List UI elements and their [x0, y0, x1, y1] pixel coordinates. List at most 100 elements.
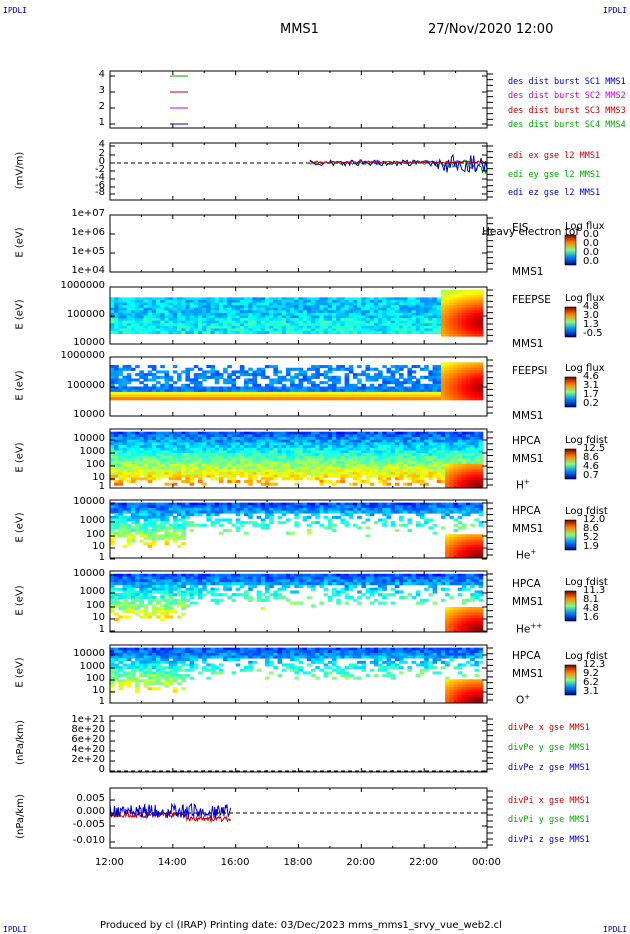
hpca_hepp-cell [118, 582, 123, 586]
feeps_i-cell [411, 365, 417, 369]
hpca_h-cell [181, 450, 186, 454]
hpca_he-cell [181, 518, 186, 522]
feeps_e-cell [474, 292, 480, 296]
feeps_e-cell [181, 299, 186, 303]
feeps_e-cell [256, 310, 262, 314]
feeps_i-cell [311, 381, 316, 385]
hpca_h-cell [181, 447, 186, 451]
feeps_i-cell [164, 381, 170, 385]
feeps_e-cell [315, 307, 320, 311]
feeps_i-cell [306, 397, 312, 401]
feeps_e-cell [181, 323, 186, 327]
hpca_he-cell [382, 518, 387, 522]
feeps_e-cell [290, 307, 295, 311]
hpca_h-cell [227, 463, 232, 467]
feeps_e-cell [277, 302, 283, 306]
hpca_h-cell [315, 447, 320, 451]
hpca_h-cell [319, 471, 325, 475]
feeps_e-cell [466, 307, 471, 311]
feeps_i-cell [177, 386, 182, 390]
hpca_he-cell [210, 502, 216, 506]
hpca_h-cell [177, 463, 182, 467]
feeps_i-cell [478, 397, 484, 401]
feeps_e-cell [269, 297, 274, 301]
feeps_e-cell [185, 297, 190, 301]
hpca_he-cell [223, 518, 228, 522]
hpca_h-cell [424, 461, 429, 465]
feeps_e-cell [214, 310, 220, 314]
hpca_h-cell [311, 437, 316, 441]
feeps_i-cell [474, 389, 480, 393]
hpca_h-cell [302, 461, 308, 465]
hpca_h-cell [315, 474, 320, 478]
feeps_e-cell [181, 312, 186, 316]
hpca_h-cell [264, 474, 270, 478]
hpca_h-cell [323, 455, 329, 459]
feeps_i-cell [168, 397, 174, 401]
feeps_e-cell [474, 315, 480, 319]
feeps_e-cell [403, 312, 408, 316]
hpca_he-cell [319, 523, 325, 527]
feeps_i-cell [332, 381, 337, 385]
hpca_h-cell [445, 471, 450, 475]
feeps_e-cell [424, 312, 429, 316]
feeps_e-cell [461, 328, 467, 332]
hpca_h-cell [114, 434, 119, 438]
hpca_he-cell [348, 502, 354, 506]
hpca_h-cell [327, 461, 333, 465]
hpca_h-cell [223, 439, 228, 443]
feeps_e-cell [327, 299, 333, 303]
feeps_e-cell [122, 312, 128, 316]
hpca_h-cell [449, 485, 454, 489]
feeps_e-cell [273, 299, 278, 303]
hpca_h-cell [218, 447, 224, 451]
hpca_h-cell [453, 479, 459, 484]
feeps_e-cell [378, 310, 383, 314]
hpca_he-cell [260, 521, 266, 525]
hpca_h-cell [285, 461, 291, 465]
feeps_i-cell [126, 394, 132, 398]
hpca_h-cell [147, 455, 153, 459]
hpca_h-cell [227, 471, 232, 475]
hpca_h-cell [432, 450, 438, 454]
hpca_h-cell [407, 477, 412, 481]
feeps_i-cell [428, 370, 433, 374]
feeps_i-cell [252, 370, 258, 374]
feeps_e-cell [373, 325, 379, 329]
hpca_hepp-cell [114, 601, 119, 605]
feeps_e-cell [340, 302, 345, 306]
hpca_h-cell [277, 450, 283, 454]
hpca_h-cell [235, 466, 241, 470]
hpca_h-cell [164, 458, 170, 462]
hpca_h-cell [440, 450, 446, 454]
hpca_h-cell [244, 461, 249, 465]
feeps_e-cell [285, 318, 291, 322]
feeps_i-cell [223, 370, 228, 374]
hpca_h-cell [369, 463, 375, 467]
hpca_h-cell [407, 463, 412, 467]
feeps_e-cell [160, 325, 165, 329]
hpca_h-cell [323, 447, 329, 451]
feeps_i-cell [122, 386, 128, 390]
hpca_h-cell [403, 455, 408, 459]
feeps_i-cell [139, 375, 144, 379]
feeps_e-cell [210, 331, 216, 335]
hpca_h-cell [302, 447, 308, 451]
feeps_i-cell [139, 381, 144, 385]
hpca_he-cell [399, 507, 404, 511]
feeps_i-cell [415, 397, 421, 401]
hpca_h-cell [407, 445, 412, 449]
feeps_i-cell [319, 389, 325, 393]
feeps_e-cell [298, 312, 304, 316]
feeps_i-cell [382, 389, 387, 393]
hpca_h-cell [340, 455, 345, 459]
hpca_h-cell [269, 445, 274, 449]
feeps_e-cell [365, 323, 371, 327]
feeps_e-cell [378, 302, 383, 306]
hpca_he-cell [156, 526, 161, 530]
feeps_e-cell [449, 320, 454, 324]
feeps_i-cell [474, 365, 480, 369]
hpca_h-cell [361, 442, 366, 446]
feeps_e-cell [453, 310, 459, 314]
hpca_h-cell [164, 471, 170, 475]
